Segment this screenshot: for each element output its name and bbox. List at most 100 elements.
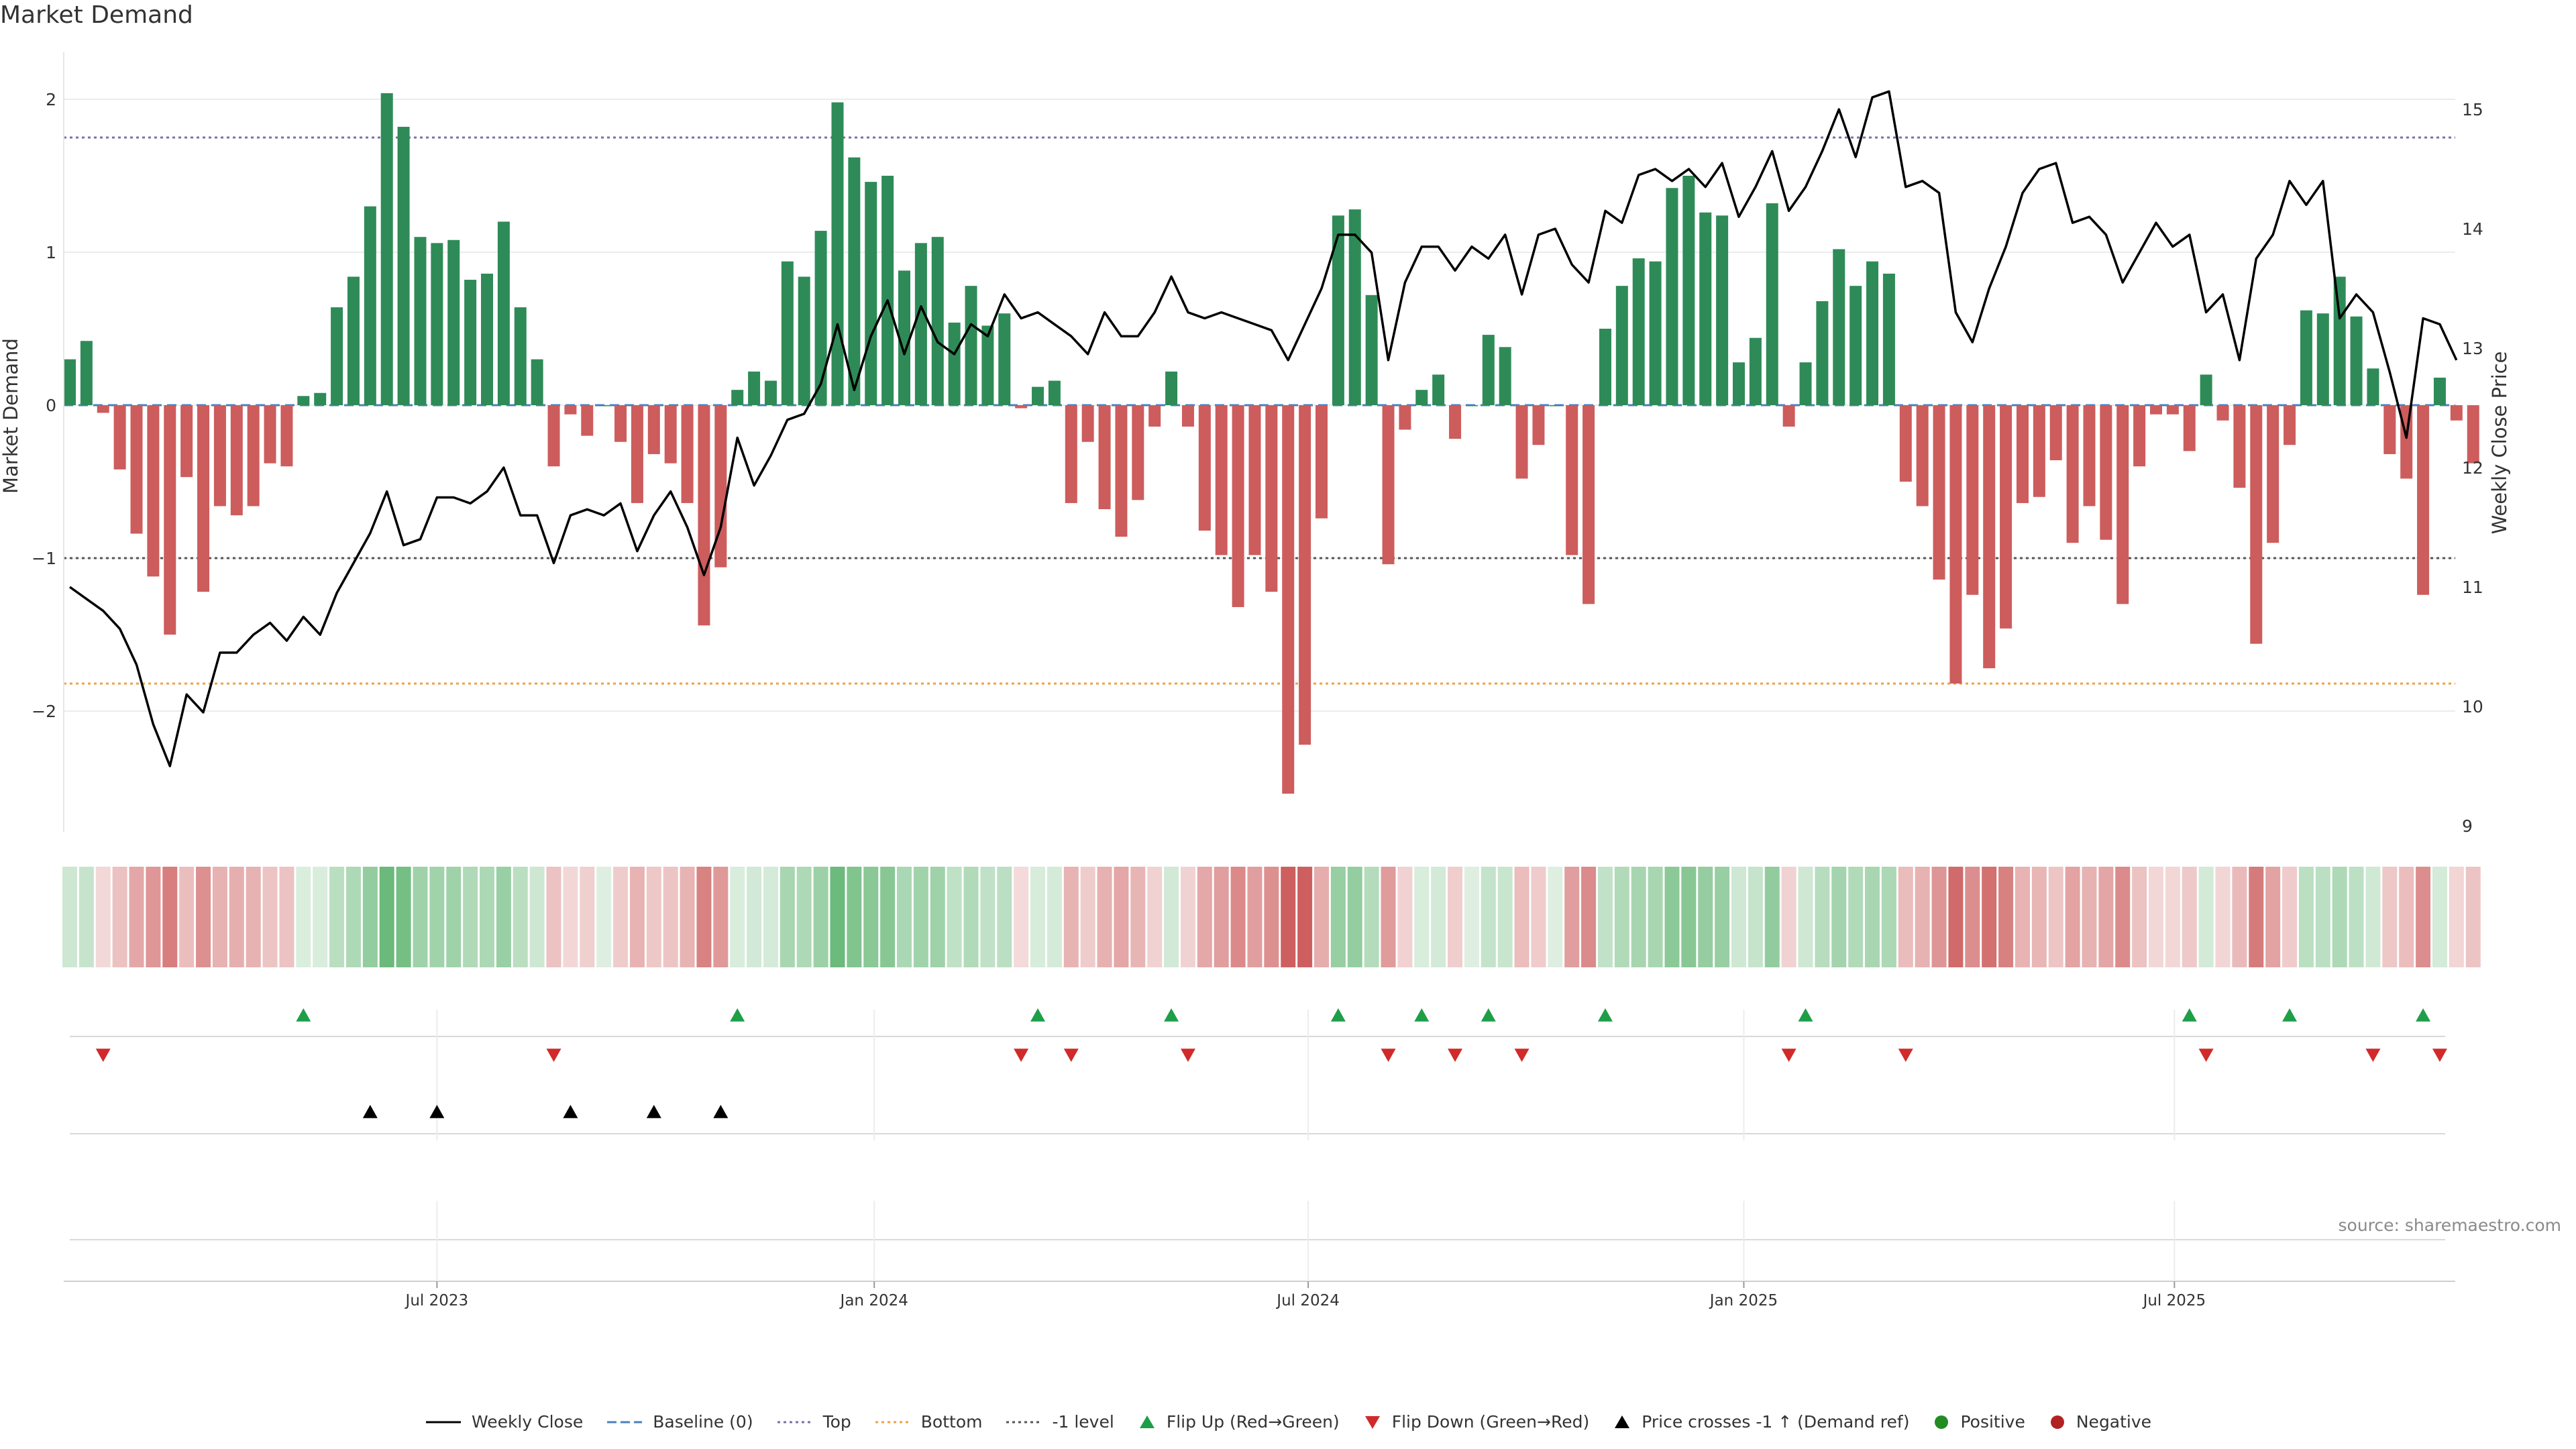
heat-cell: [780, 867, 795, 967]
price-line-group: [68, 90, 2458, 767]
heat-cell: [2399, 867, 2414, 967]
flip-down-marker: [1063, 1049, 1079, 1062]
heat-cell: [1214, 867, 1229, 967]
y2-tick-label: 13: [2462, 339, 2483, 358]
demand-bar: [731, 390, 744, 405]
demand-bar: [598, 405, 610, 407]
flip-down-marker: [1381, 1049, 1396, 1062]
demand-bar: [2100, 405, 2112, 540]
demand-bar: [1015, 405, 1028, 409]
demand-bar: [1348, 209, 1361, 405]
demand-bar: [80, 341, 93, 405]
demand-bar: [2400, 405, 2413, 479]
demand-bar: [681, 405, 694, 503]
triangle-up-icon: [1139, 1415, 1155, 1428]
heat-cell: [313, 867, 328, 967]
demand-bar: [2233, 405, 2246, 488]
heat-cell: [2132, 867, 2147, 967]
heat-cell: [2015, 867, 2030, 967]
price-cross-marker: [429, 1105, 445, 1118]
demand-bar: [1081, 405, 1094, 442]
heat-cell: [1180, 867, 1195, 967]
demand-bar: [881, 176, 894, 405]
heat-cell: [129, 867, 144, 967]
legend-label: Flip Down (Green→Red): [1391, 1412, 1590, 1432]
heat-cell: [1264, 867, 1279, 967]
flip-down-marker: [2198, 1049, 2214, 1062]
demand-bar: [213, 405, 226, 506]
heat-cell: [1347, 867, 1362, 967]
demand-bar: [2166, 405, 2179, 415]
demand-bar: [1716, 215, 1729, 405]
demand-bar: [1265, 405, 1278, 592]
flip-down-marker: [2365, 1049, 2381, 1062]
heat-cell: [413, 867, 428, 967]
demand-bars: [64, 93, 2479, 794]
legend-label: Weekly Close: [471, 1412, 584, 1432]
heat-cell: [1898, 867, 1913, 967]
demand-bar: [1866, 261, 1879, 405]
demand-bar: [1098, 405, 1111, 510]
demand-bar: [414, 237, 427, 405]
demand-bar: [547, 405, 560, 467]
heat-cell: [1564, 867, 1580, 967]
heat-cell: [529, 867, 545, 967]
legend-label: Top: [822, 1412, 851, 1432]
demand-bar: [2433, 377, 2446, 405]
heat-cell: [396, 867, 411, 967]
y2-tick-label: 9: [2462, 816, 2473, 836]
heat-cell: [1614, 867, 1629, 967]
demand-bar: [97, 405, 109, 413]
x-tick-label: Jul 2024: [1275, 1292, 1340, 1309]
price-cross-marker: [362, 1105, 378, 1118]
heat-cell: [2465, 867, 2481, 967]
heat-cell: [1698, 867, 1713, 967]
y-axis-label: Market Demand: [0, 338, 22, 494]
demand-bar: [164, 405, 176, 635]
demand-bar: [1432, 374, 1445, 405]
demand-bar: [331, 307, 343, 405]
heat-cell: [1581, 867, 1597, 967]
x-tick-label: Jul 2025: [2142, 1292, 2206, 1309]
heat-cell: [596, 867, 612, 967]
demand-bar: [564, 405, 577, 415]
heat-cell: [580, 867, 595, 967]
demand-bar: [1332, 215, 1344, 405]
demand-bar: [1382, 405, 1395, 565]
heat-cell: [496, 867, 511, 967]
demand-bar: [614, 405, 627, 442]
demand-bar: [2216, 405, 2229, 421]
demand-bar: [1549, 405, 1562, 407]
demand-bar: [831, 102, 844, 405]
flip-up-marker: [1164, 1008, 1179, 1022]
heat-cell: [2416, 867, 2431, 967]
demand-bar: [1849, 286, 1862, 405]
y-tick-label: −2: [32, 702, 56, 721]
heat-cell: [796, 867, 812, 967]
heat-cell: [1281, 867, 1296, 967]
heat-cell: [2165, 867, 2180, 967]
line-dotted-icon: [875, 1421, 910, 1423]
demand-bar: [781, 261, 794, 405]
demand-bar: [314, 392, 327, 405]
heat-cell: [646, 867, 661, 967]
demand-bar: [1833, 249, 1845, 405]
demand-bar: [2333, 276, 2346, 405]
heat-cell: [2065, 867, 2080, 967]
heat-cell: [1147, 867, 1163, 967]
flip-up-marker: [2182, 1008, 2197, 1022]
heat-cell: [262, 867, 278, 967]
y2-tick-label: 12: [2462, 458, 2483, 478]
heat-cell: [480, 867, 494, 967]
heat-cell: [546, 867, 561, 967]
heat-cell: [2198, 867, 2214, 967]
line-dotted-icon: [777, 1421, 812, 1423]
y-tick-label: 0: [46, 396, 56, 415]
heat-cell: [1548, 867, 1563, 967]
heat-cell: [2265, 867, 2281, 967]
heat-cell: [1481, 867, 1496, 967]
heat-cell: [95, 867, 111, 967]
y-tick-label: 1: [46, 243, 56, 262]
